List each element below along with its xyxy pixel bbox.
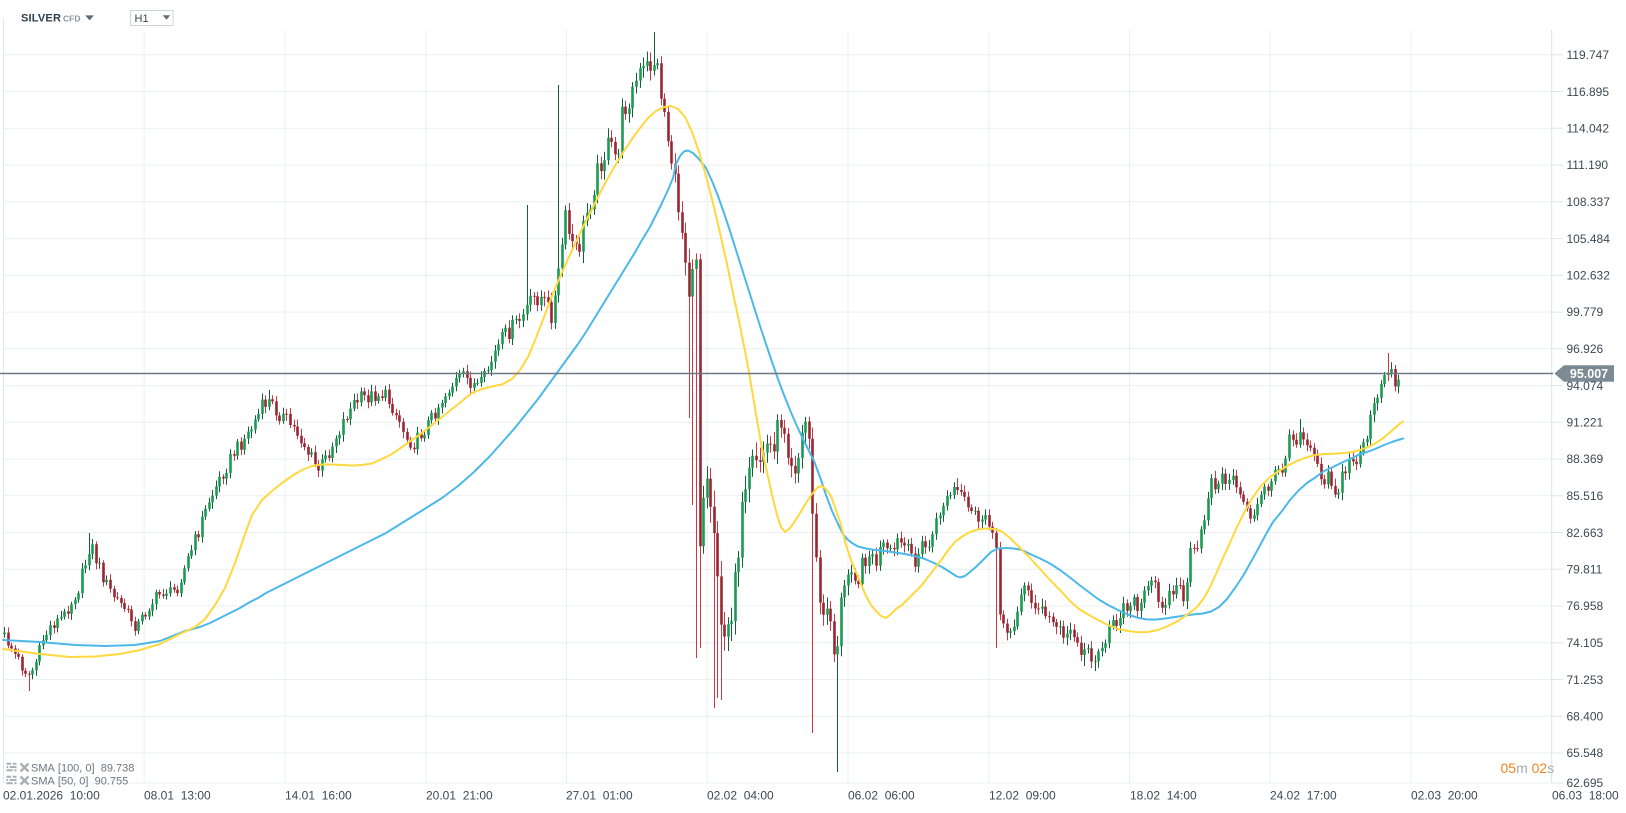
svg-text:114.042: 114.042	[1567, 122, 1610, 136]
svg-text:62.695: 62.695	[1567, 776, 1604, 790]
svg-text:H1: H1	[135, 13, 149, 25]
svg-text:SMA [100, 0] 89.738: SMA [100, 0] 89.738	[31, 763, 134, 775]
svg-text:14.01 16:00: 14.01 16:00	[285, 789, 352, 803]
svg-text:68.400: 68.400	[1567, 710, 1604, 724]
svg-text:02.01.2026 10:00: 02.01.2026 10:00	[3, 789, 100, 803]
svg-text:119.747: 119.747	[1567, 48, 1610, 62]
svg-text:116.895: 116.895	[1567, 85, 1610, 99]
svg-text:85.516: 85.516	[1567, 489, 1604, 503]
svg-text:18.02 14:00: 18.02 14:00	[1130, 789, 1197, 803]
svg-text:88.369: 88.369	[1567, 452, 1604, 466]
svg-text:SILVER: SILVER	[21, 13, 61, 25]
svg-text:71.253: 71.253	[1567, 673, 1604, 687]
svg-text:CFD: CFD	[63, 14, 80, 24]
svg-text:96.926: 96.926	[1567, 342, 1604, 356]
svg-text:111.190: 111.190	[1567, 158, 1609, 172]
svg-text:105.484: 105.484	[1567, 232, 1611, 246]
svg-text:95.007: 95.007	[1570, 367, 1608, 381]
svg-text:12.02 09:00: 12.02 09:00	[989, 789, 1056, 803]
svg-text:108.337: 108.337	[1567, 195, 1611, 209]
svg-text:06.03 18:00: 06.03 18:00	[1552, 789, 1619, 803]
svg-text:SMA [50, 0] 90.755: SMA [50, 0] 90.755	[31, 776, 128, 788]
svg-text:99.779: 99.779	[1567, 305, 1604, 319]
svg-text:79.811: 79.811	[1567, 563, 1603, 577]
svg-text:24.02 17:00: 24.02 17:00	[1270, 789, 1337, 803]
svg-text:08.01 13:00: 08.01 13:00	[144, 789, 211, 803]
svg-text:02.02 04:00: 02.02 04:00	[707, 789, 774, 803]
svg-text:05m 02s: 05m 02s	[1501, 760, 1555, 776]
svg-text:20.01 21:00: 20.01 21:00	[426, 789, 493, 803]
svg-text:02.03 20:00: 02.03 20:00	[1411, 789, 1478, 803]
svg-text:06.02 06:00: 06.02 06:00	[848, 789, 915, 803]
svg-text:94.074: 94.074	[1567, 379, 1604, 393]
svg-text:65.548: 65.548	[1567, 746, 1604, 760]
svg-text:91.221: 91.221	[1567, 416, 1604, 430]
svg-text:82.663: 82.663	[1567, 526, 1604, 540]
svg-text:27.01 01:00: 27.01 01:00	[566, 789, 633, 803]
svg-text:76.958: 76.958	[1567, 599, 1604, 613]
svg-text:74.105: 74.105	[1567, 636, 1604, 650]
svg-text:102.632: 102.632	[1567, 269, 1611, 283]
